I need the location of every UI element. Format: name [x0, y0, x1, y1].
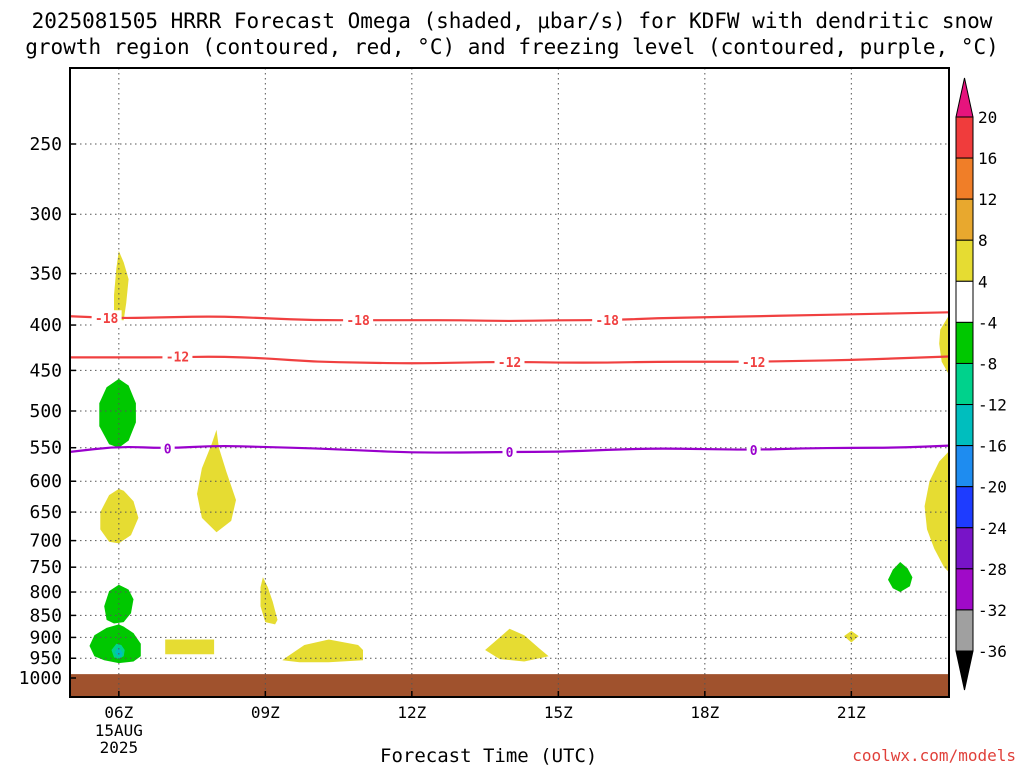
omega-shade-1 — [99, 378, 136, 448]
contour-label-4: -12 — [498, 356, 521, 371]
terrain-below-ground — [70, 674, 949, 697]
y-tick-label-450: 450 — [29, 360, 62, 381]
x-tick-label-18Z: 18Z — [690, 703, 719, 722]
colorbar-label--36: -36 — [978, 642, 1007, 661]
colorbar-label--8: -8 — [978, 354, 997, 373]
y-tick-label-900: 900 — [29, 627, 62, 648]
omega-shade-0 — [114, 250, 129, 321]
omega-shade-9 — [165, 639, 215, 655]
colorbar-bin--20-to--16 — [955, 445, 974, 488]
contour-label-3: -12 — [166, 350, 189, 365]
contour-label-bg-8 — [746, 441, 761, 458]
colorbar-label-16: 16 — [978, 149, 997, 168]
y-tick-label-550: 550 — [29, 438, 62, 459]
x-tick-label-21Z: 21Z — [837, 703, 866, 722]
chart-title: 2025081505 HRRR Forecast Omega (shaded, … — [0, 8, 1024, 60]
colorbar-label--20: -20 — [978, 478, 1007, 497]
x-tick-label-15Z: 15Z — [544, 703, 573, 722]
x-axis-label: Forecast Time (UTC) — [380, 745, 598, 767]
omega-shade-8 — [114, 648, 123, 658]
y-tick-label-500: 500 — [29, 401, 62, 422]
colorbar-bin--4-to-4 — [955, 280, 974, 323]
omega-shade-2 — [197, 429, 236, 533]
contour-label-8: 0 — [750, 444, 758, 459]
colorbar-bin-4-to-8 — [955, 239, 974, 282]
contour-label-bg-2 — [592, 312, 623, 329]
colorbar-label--24: -24 — [978, 519, 1007, 538]
omega-shade-5 — [260, 577, 278, 625]
omega-shade-14 — [939, 315, 949, 375]
colorbar-label--32: -32 — [978, 601, 1007, 620]
omega-shade-10 — [282, 639, 363, 663]
colorbar-bin--16-to--12 — [955, 404, 974, 447]
contour-label-7: 0 — [506, 446, 514, 461]
colorbar-bin--24-to--20 — [955, 486, 974, 529]
plot-frame — [69, 67, 950, 698]
site-credit: coolwx.com/models — [852, 746, 1016, 765]
y-tick-label-250: 250 — [29, 134, 62, 155]
contour-label-bg-0 — [91, 310, 122, 327]
colorbar-bin--8-to--4 — [955, 321, 974, 364]
colorbar-label-4: 4 — [978, 272, 988, 291]
x-date-label-0: 15AUG — [95, 721, 143, 740]
contour-label-5: -12 — [742, 356, 765, 371]
colorbar-bin-8-to-12 — [955, 198, 974, 241]
y-tick-label-1000: 1000 — [19, 668, 62, 689]
colorbar-label--28: -28 — [978, 560, 1007, 579]
colorbar-bin-12-to-16 — [955, 157, 974, 200]
colorbar-label-12: 12 — [978, 190, 997, 209]
omega-shade-13 — [888, 562, 913, 592]
contour-label-0: -18 — [95, 312, 119, 327]
colorbar-bottom-arrow — [955, 650, 974, 691]
colorbar-bin--12-to--8 — [955, 362, 974, 406]
grid-lines — [70, 68, 949, 697]
title-line-1: 2025081505 HRRR Forecast Omega (shaded, … — [31, 9, 993, 33]
omega-shade-6 — [89, 624, 141, 664]
plot-area: -18 -18 -18 -12 -12 -12 0 0 0 — [70, 68, 949, 697]
contour-label-bg-5 — [738, 353, 769, 370]
x-tick-label-06Z: 06Z — [104, 703, 133, 722]
y-tick-label-800: 800 — [29, 582, 62, 603]
colorbar-bin--36-to--32 — [955, 609, 974, 652]
y-tick-label-700: 700 — [29, 531, 62, 552]
contour-label-2: -18 — [595, 314, 619, 329]
colorbar-bin--32-to--28 — [955, 568, 974, 611]
colorbar: 20 16 12 8 4 -4 -8 -12 -16 -20 -24 -28 -32 -36 — [955, 77, 1007, 691]
omega-shade-11 — [485, 628, 549, 662]
y-tick-label-750: 750 — [29, 557, 62, 578]
colorbar-bin-16-to-20 — [955, 116, 974, 159]
omega-shade-3 — [100, 488, 139, 544]
omega-shade-12 — [844, 630, 859, 643]
colorbar-label--4: -4 — [978, 313, 997, 332]
colorbar-label-8: 8 — [978, 231, 988, 250]
contour-line-0 — [70, 311, 949, 323]
colorbar-top-arrow — [955, 77, 974, 118]
y-tick-label-300: 300 — [29, 204, 62, 225]
contour-label-bg-3 — [162, 348, 193, 365]
colorbar-bin--28-to--24 — [955, 527, 974, 570]
y-tick-label-950: 950 — [29, 648, 62, 669]
y-tick-label-650: 650 — [29, 502, 62, 523]
y-tick-label-600: 600 — [29, 471, 62, 492]
x-date-label-1: 2025 — [100, 738, 139, 757]
contour-label-1: -18 — [346, 314, 370, 329]
contour-label-bg-1 — [343, 312, 374, 329]
colorbar-label-20: 20 — [978, 108, 997, 127]
contour-line-2 — [70, 444, 949, 454]
title-line-2: growth region (contoured, red, °C) and f… — [25, 35, 999, 59]
colorbar-label--16: -16 — [978, 437, 1007, 456]
y-tick-label-400: 400 — [29, 315, 62, 336]
colorbar-label--12: -12 — [978, 396, 1007, 415]
y-tick-label-350: 350 — [29, 264, 62, 285]
contour-label-bg-4 — [494, 353, 525, 370]
contour-label-bg-6 — [160, 440, 175, 457]
x-tick-label-09Z: 09Z — [251, 703, 280, 722]
contour-label-bg-7 — [502, 443, 517, 460]
y-tick-label-850: 850 — [29, 605, 62, 626]
x-tick-label-12Z: 12Z — [397, 703, 426, 722]
contour-label-6: 0 — [164, 442, 172, 457]
